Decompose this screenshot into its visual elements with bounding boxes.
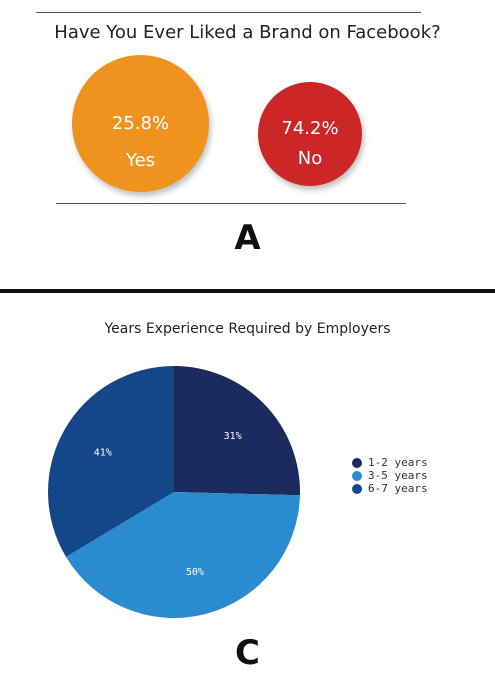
pie-slice-6-7-years [48,366,174,557]
bubble-no-label: No [297,148,323,169]
bubble-chart-panel: Have You Ever Liked a Brand on Facebook?… [0,0,495,290]
legend-label: 3-5 years [368,469,428,482]
bottom-rule [56,203,406,204]
legend-dot [352,457,362,468]
bubble-no-value: 74.2% [281,118,339,139]
bubble-no: 74.2% No [258,82,362,186]
chart-title: Years Experience Required by Employers [104,321,391,337]
chart-title: Have You Ever Liked a Brand on Facebook? [54,22,441,43]
panel-letter-a: A [234,218,261,258]
legend-item-3-5-years: 3-5 years [352,469,428,482]
pie-slice-1-2-years [174,366,300,496]
pie-chart-panel: Years Experience Required by Employers 3… [0,293,495,681]
bubble-yes-label: Yes [125,150,156,171]
legend-item-6-7-years: 6-7 years [352,482,428,495]
panel-letter-c: C [235,633,260,673]
legend-item-1-2-years: 1-2 years [352,456,428,469]
pie-label-6-7-years: 41% [94,448,112,459]
pie-chart: 31% 50% 41% [48,366,300,618]
panel-divider [0,289,495,293]
top-rule [36,12,421,13]
legend: 1-2 years 3-5 years 6-7 years [352,456,428,495]
legend-label: 1-2 years [368,456,428,469]
bubble-yes-value: 25.8% [111,113,170,134]
legend-dot [352,470,362,481]
pie-label-3-5-years: 50% [186,567,204,578]
legend-dot [352,483,362,494]
pie-label-1-2-years: 31% [224,431,242,442]
bubble-yes: 25.8% Yes [72,55,209,192]
legend-label: 6-7 years [368,482,428,495]
pie-slice-3-5-years [65,492,300,618]
